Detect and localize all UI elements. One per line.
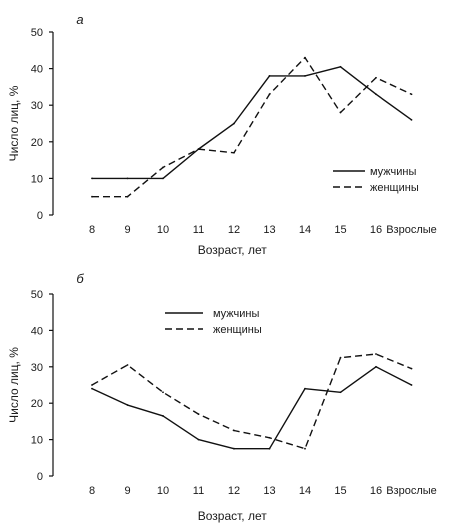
data-point [339, 65, 342, 68]
data-point [304, 56, 306, 59]
y-tick-label: 20 [31, 398, 43, 410]
y-tick-label: 50 [31, 27, 43, 39]
x-tick-label: 10 [157, 485, 169, 497]
x-tick-label: 14 [299, 485, 311, 497]
data-point [233, 122, 235, 125]
data-point [304, 387, 306, 390]
data-point [410, 367, 413, 370]
x-tick-label: 10 [157, 224, 169, 236]
data-point [339, 111, 342, 114]
panel-label: б [76, 271, 84, 286]
x-axis-label: Возраст, лет [198, 509, 268, 523]
series-line-men [92, 66, 412, 180]
data-point [233, 429, 235, 432]
y-axis-label: Число лиц, % [7, 347, 21, 423]
data-point [304, 447, 306, 450]
y-tick-label: 0 [37, 210, 43, 222]
series-line-men [91, 366, 412, 450]
x-tick-label: 16 [370, 485, 382, 497]
chart-panel-b: 0 10 20 30 40 50 8 9 10 11 12 13 14 15 16 Взрослые Возра… [7, 271, 437, 523]
data-point [91, 195, 93, 198]
legend-label-men: мужчины [370, 166, 416, 178]
x-tick-label: 15 [334, 224, 346, 236]
x-tick-label: 9 [124, 485, 130, 497]
y-axis-label: Число лиц, % [7, 85, 21, 161]
y-tick-label: 40 [31, 64, 43, 76]
legend-label-men: мужчины [213, 308, 259, 320]
data-point [162, 391, 164, 394]
data-point [91, 177, 93, 180]
data-point [91, 384, 93, 386]
data-point [197, 148, 200, 151]
data-point [162, 415, 164, 417]
data-point [268, 75, 271, 77]
x-tick-label: 15 [334, 485, 346, 497]
legend-label-women: женщины [213, 324, 262, 336]
data-point [268, 93, 271, 96]
data-point [91, 387, 93, 390]
data-point [233, 447, 235, 450]
x-tick-label: 11 [193, 485, 204, 497]
data-point [197, 413, 200, 416]
x-tick-label: Взрослые [386, 485, 437, 497]
data-point [162, 177, 164, 180]
data-point [410, 118, 413, 121]
y-tick-label: 40 [31, 325, 43, 337]
legend-label-women: женщины [370, 182, 419, 194]
y-tick-label: 50 [31, 289, 43, 301]
x-axis-label: Возраст, лет [198, 243, 268, 257]
data-point [268, 447, 271, 450]
series-line-women [91, 353, 412, 450]
x-tick-label: 14 [299, 224, 311, 236]
x-tick-label: 16 [370, 224, 382, 236]
data-point [126, 177, 129, 180]
x-tick-label: 12 [228, 224, 240, 236]
series-line-women [92, 56, 412, 198]
x-tick-label: 13 [263, 224, 275, 236]
data-point [268, 436, 271, 439]
data-point [126, 404, 129, 406]
x-tick-label: 8 [89, 485, 95, 497]
y-tick-label: 0 [37, 471, 43, 483]
y-tick-label: 20 [31, 137, 43, 149]
data-point [197, 438, 200, 441]
x-tick-label: 8 [89, 224, 95, 236]
data-point [162, 166, 164, 169]
data-point [339, 356, 342, 359]
x-tick-label: 13 [263, 485, 275, 497]
y-tick-label: 30 [31, 100, 43, 112]
y-tick-label: 10 [31, 173, 43, 185]
data-point [126, 364, 129, 366]
y-tick-label: 30 [31, 362, 43, 374]
x-tick-label: 12 [228, 485, 240, 497]
panel-label: а [76, 12, 83, 27]
data-point [375, 93, 377, 96]
data-point [304, 75, 306, 77]
data-point [126, 195, 129, 198]
x-tick-label: 11 [193, 224, 204, 236]
y-tick-label: 10 [31, 435, 43, 447]
x-tick-label: 9 [124, 224, 130, 236]
data-point [339, 391, 342, 394]
data-point [375, 353, 377, 355]
data-point [375, 365, 377, 368]
data-point [233, 151, 235, 154]
data-point [410, 384, 413, 386]
chart-panel-a: 0 10 20 30 40 50 8 9 10 11 12 13 14 15 16 Взрослые Возра… [7, 12, 437, 257]
data-point [375, 76, 377, 79]
x-tick-label: Взрослые [386, 224, 437, 236]
data-point [410, 93, 413, 96]
